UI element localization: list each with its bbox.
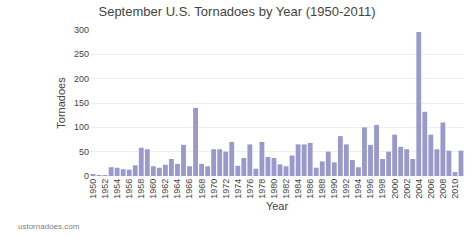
svg-text:2004: 2004 <box>414 179 424 199</box>
svg-text:1990: 1990 <box>329 179 339 199</box>
svg-text:1952: 1952 <box>100 179 110 199</box>
svg-text:1966: 1966 <box>184 179 194 199</box>
svg-text:1964: 1964 <box>172 179 182 199</box>
svg-text:50: 50 <box>79 147 89 157</box>
svg-text:2006: 2006 <box>426 179 436 199</box>
svg-text:1994: 1994 <box>353 179 363 199</box>
svg-text:1954: 1954 <box>112 179 122 199</box>
svg-text:1996: 1996 <box>365 179 375 199</box>
svg-text:2002: 2002 <box>402 179 412 199</box>
svg-text:September U.S. Tornadoes by Ye: September U.S. Tornadoes by Year (1950-2… <box>98 4 375 19</box>
svg-text:1978: 1978 <box>257 179 267 199</box>
svg-text:1962: 1962 <box>160 179 170 199</box>
svg-text:ustornadoes.com: ustornadoes.com <box>18 222 80 231</box>
svg-text:100: 100 <box>74 122 89 132</box>
svg-text:1998: 1998 <box>377 179 387 199</box>
svg-text:1986: 1986 <box>305 179 315 199</box>
svg-text:2000: 2000 <box>390 179 400 199</box>
svg-text:Tornadoes: Tornadoes <box>55 77 67 129</box>
svg-text:1980: 1980 <box>269 179 279 199</box>
svg-text:150: 150 <box>74 98 89 108</box>
svg-text:Year: Year <box>266 200 289 212</box>
svg-text:300: 300 <box>74 25 89 35</box>
svg-text:1956: 1956 <box>124 179 134 199</box>
svg-text:1984: 1984 <box>293 179 303 199</box>
svg-text:1958: 1958 <box>136 179 146 199</box>
svg-text:1988: 1988 <box>317 179 327 199</box>
svg-text:1968: 1968 <box>197 179 207 199</box>
svg-text:1972: 1972 <box>221 179 231 199</box>
svg-text:2008: 2008 <box>438 179 448 199</box>
svg-text:1982: 1982 <box>281 179 291 199</box>
svg-text:0: 0 <box>84 171 89 181</box>
svg-text:1970: 1970 <box>209 179 219 199</box>
svg-text:1960: 1960 <box>148 179 158 199</box>
svg-text:1950: 1950 <box>88 179 98 199</box>
svg-text:2010: 2010 <box>450 179 460 199</box>
svg-text:1992: 1992 <box>341 179 351 199</box>
svg-text:200: 200 <box>74 74 89 84</box>
svg-text:250: 250 <box>74 49 89 59</box>
svg-text:1976: 1976 <box>245 179 255 199</box>
svg-text:1974: 1974 <box>233 179 243 199</box>
